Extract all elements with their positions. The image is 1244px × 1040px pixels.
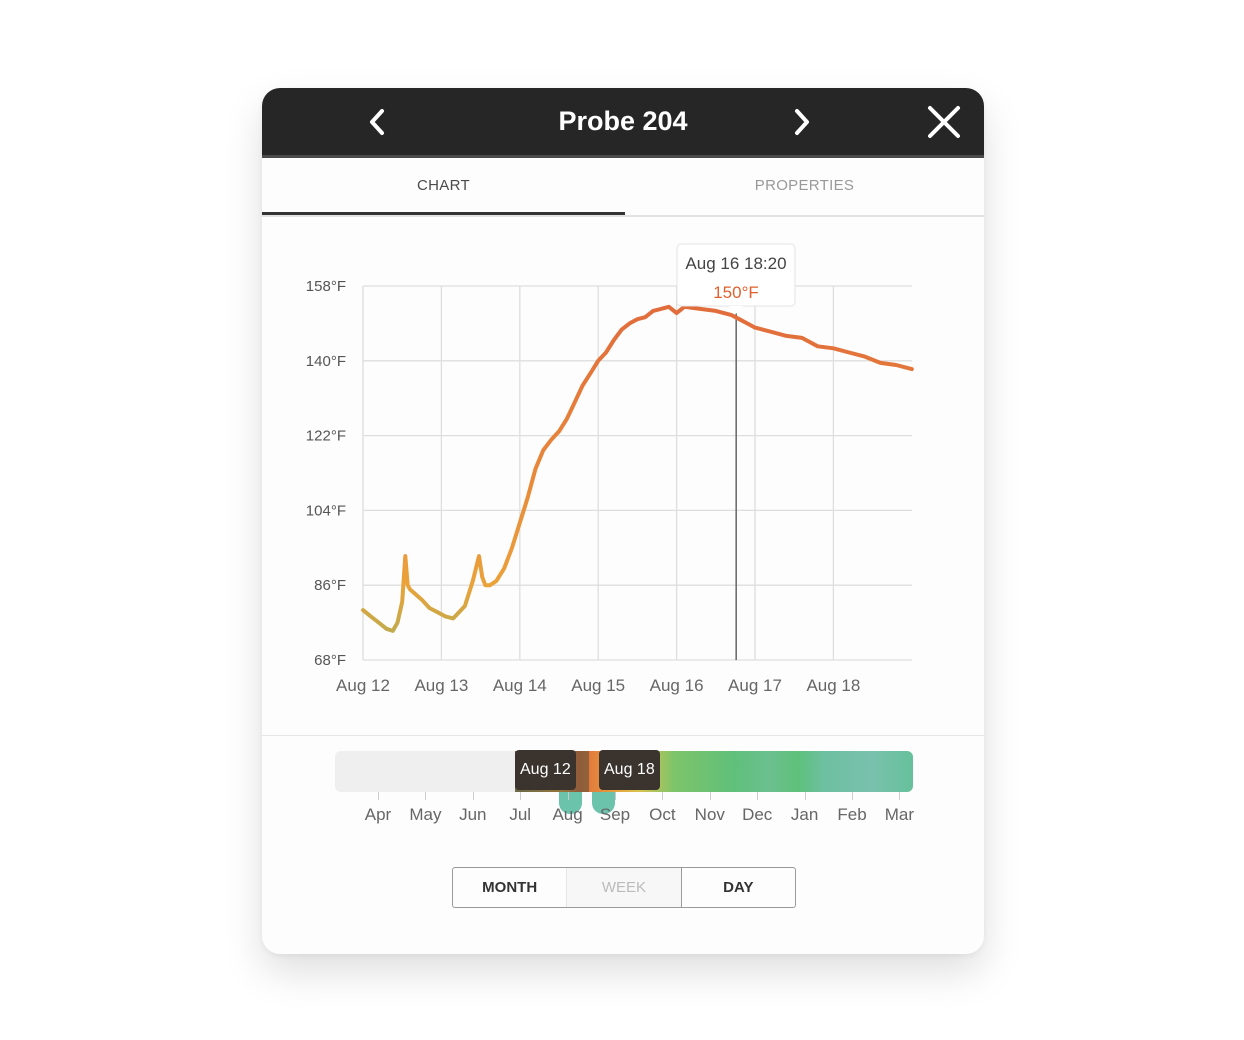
x-tick-label: Aug 16 [650, 676, 704, 695]
month-label: Jun [459, 805, 487, 824]
month-label: Oct [649, 805, 676, 824]
x-tick-label: Aug 17 [728, 676, 782, 695]
range-end-label: Aug 18 [599, 750, 660, 790]
tooltip-value: 150°F [713, 283, 759, 302]
month-tick [520, 792, 522, 800]
y-tick-label: 158°F [306, 278, 346, 295]
x-tick-label: Aug 14 [493, 676, 547, 695]
range-start-handle[interactable] [559, 792, 582, 814]
tab-properties[interactable]: PROPERTIES [754, 177, 855, 194]
x-tick-label: Aug 13 [414, 676, 468, 695]
month-label: Mar [884, 805, 915, 824]
tooltip-pointer [729, 306, 743, 314]
header-divider [262, 155, 984, 158]
temperature-chart[interactable]: 68°F 86°F 104°F 122°F 140°F 158°F Aug 12 Aug 13… [262, 88, 984, 728]
y-tick-label: 140°F [306, 353, 346, 370]
zoom-selector: MONTH WEEK DAY [452, 867, 796, 908]
temperature-series-line [361, 304, 914, 633]
x-tick-label: Aug 12 [336, 676, 390, 695]
probe-card: Probe 204 CHART PROPERTIES 68°F 86°F 104°F… [262, 88, 984, 954]
zoom-month-button[interactable]: MONTH [453, 868, 568, 907]
month-tick [615, 792, 616, 800]
month-label: Apr [364, 805, 392, 824]
tab-bar: CHART PROPERTIES [262, 158, 984, 217]
month-label: Dec [742, 805, 773, 824]
close-icon [928, 105, 960, 138]
month-label: Sep [599, 805, 631, 824]
month-label: Aug [552, 805, 583, 824]
next-probe-button[interactable] [772, 88, 832, 155]
y-tick-label: 86°F [314, 577, 346, 594]
month-label: Feb [837, 805, 867, 824]
y-tick-label: 68°F [314, 652, 346, 669]
tooltip-time: Aug 16 18:20 [685, 254, 786, 273]
chevron-right-icon [795, 108, 809, 135]
month-label: May [409, 805, 442, 824]
probe-title: Probe 204 [558, 106, 688, 136]
section-divider [262, 735, 984, 736]
month-label: Jul [509, 805, 532, 824]
month-tick [472, 792, 474, 800]
month-tick [709, 792, 711, 800]
x-tick-label: Aug 15 [571, 676, 625, 695]
month-tick [425, 792, 427, 800]
zoom-day-button[interactable]: DAY [723, 879, 754, 896]
y-tick-label: 104°F [306, 502, 346, 519]
month-label: Jan [790, 805, 819, 824]
month-tick [757, 792, 759, 800]
month-tick [852, 792, 853, 800]
range-start-label: Aug 12 [515, 750, 576, 790]
previous-probe-button[interactable] [347, 88, 407, 155]
chevron-left-icon [370, 108, 384, 135]
range-end-handle[interactable] [592, 792, 615, 814]
month-tick [804, 792, 806, 800]
month-tick [899, 792, 901, 800]
close-button[interactable] [914, 88, 974, 155]
tab-chart[interactable]: CHART [262, 158, 625, 215]
y-tick-label: 122°F [306, 428, 346, 445]
header-bar: Probe 204 [262, 88, 984, 155]
zoom-week-button[interactable]: WEEK [567, 868, 682, 907]
x-tick-label: Aug 18 [806, 676, 860, 695]
month-tick [378, 792, 379, 800]
month-label: Nov [694, 805, 725, 824]
month-tick [662, 792, 664, 800]
month-tick [567, 792, 569, 800]
